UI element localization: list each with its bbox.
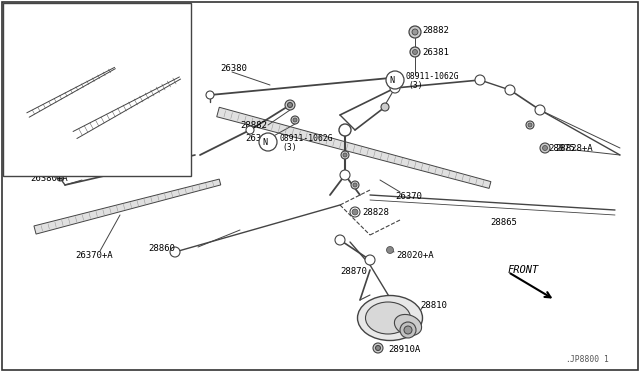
Text: 28020+A: 28020+A xyxy=(396,250,434,260)
Text: .JP8800: .JP8800 xyxy=(565,356,599,365)
Text: 26381: 26381 xyxy=(245,134,272,142)
Circle shape xyxy=(413,49,417,55)
Circle shape xyxy=(373,343,383,353)
Circle shape xyxy=(352,209,358,215)
Circle shape xyxy=(404,326,412,334)
Ellipse shape xyxy=(394,314,422,336)
Text: 26370: 26370 xyxy=(395,192,422,201)
Circle shape xyxy=(353,183,357,187)
Text: 26373P: 26373P xyxy=(20,86,49,94)
Text: 28828+A: 28828+A xyxy=(555,144,593,153)
Text: 28810: 28810 xyxy=(420,301,447,310)
Circle shape xyxy=(365,255,375,265)
Text: 28875: 28875 xyxy=(548,144,575,153)
Circle shape xyxy=(386,71,404,89)
Bar xyxy=(3,3,191,176)
Circle shape xyxy=(387,247,394,253)
Ellipse shape xyxy=(358,295,422,340)
Circle shape xyxy=(535,105,545,115)
Circle shape xyxy=(543,145,547,151)
Circle shape xyxy=(475,75,485,85)
Circle shape xyxy=(339,124,351,136)
Circle shape xyxy=(412,29,418,35)
Text: 26380: 26380 xyxy=(220,64,247,73)
Text: REFILLS-WIPER BLADE: REFILLS-WIPER BLADE xyxy=(8,14,110,23)
Text: 28870: 28870 xyxy=(340,267,367,276)
Circle shape xyxy=(57,175,63,181)
Circle shape xyxy=(259,133,277,151)
Circle shape xyxy=(291,116,299,124)
Circle shape xyxy=(293,118,297,122)
Text: 08911-1062G: 08911-1062G xyxy=(279,134,333,142)
Circle shape xyxy=(170,247,180,257)
Circle shape xyxy=(287,103,292,108)
Circle shape xyxy=(25,112,31,118)
Circle shape xyxy=(341,151,349,159)
Circle shape xyxy=(335,235,345,245)
Ellipse shape xyxy=(365,302,410,334)
Circle shape xyxy=(505,85,515,95)
Text: FRONT: FRONT xyxy=(508,265,540,275)
Circle shape xyxy=(206,91,214,99)
Text: 08911-1062G: 08911-1062G xyxy=(405,71,459,80)
Polygon shape xyxy=(27,67,115,117)
Text: N: N xyxy=(390,76,394,84)
Circle shape xyxy=(181,154,189,162)
Text: 28910A: 28910A xyxy=(388,346,420,355)
Circle shape xyxy=(340,170,350,180)
Circle shape xyxy=(390,83,400,93)
Text: 26370+A: 26370+A xyxy=(75,250,113,260)
Text: (3): (3) xyxy=(408,80,422,90)
Text: (3): (3) xyxy=(282,142,296,151)
Text: 26373M: 26373M xyxy=(105,86,134,94)
Text: 1: 1 xyxy=(603,356,608,365)
Text: 28828: 28828 xyxy=(362,208,389,217)
Text: 28865: 28865 xyxy=(490,218,517,227)
Text: 28882: 28882 xyxy=(422,26,449,35)
Circle shape xyxy=(350,207,360,217)
Text: N: N xyxy=(262,138,268,147)
Circle shape xyxy=(376,346,381,350)
Circle shape xyxy=(351,181,359,189)
Circle shape xyxy=(410,47,420,57)
Circle shape xyxy=(177,74,184,81)
Circle shape xyxy=(528,123,532,127)
Circle shape xyxy=(112,65,118,71)
Circle shape xyxy=(246,126,254,134)
Text: 26380+A: 26380+A xyxy=(30,173,68,183)
Text: 28882: 28882 xyxy=(240,121,267,129)
Polygon shape xyxy=(217,107,491,188)
Circle shape xyxy=(526,121,534,129)
Circle shape xyxy=(540,143,550,153)
Circle shape xyxy=(409,26,421,38)
Text: 28860: 28860 xyxy=(148,244,175,253)
Circle shape xyxy=(72,131,79,138)
Polygon shape xyxy=(73,77,180,138)
Text: 26381: 26381 xyxy=(422,48,449,57)
Circle shape xyxy=(400,322,416,338)
Circle shape xyxy=(343,153,347,157)
Polygon shape xyxy=(34,179,221,234)
Text: (DRIVER): (DRIVER) xyxy=(102,94,141,103)
Text: <ASSIST>: <ASSIST> xyxy=(15,94,54,103)
Circle shape xyxy=(381,103,389,111)
Circle shape xyxy=(285,100,295,110)
